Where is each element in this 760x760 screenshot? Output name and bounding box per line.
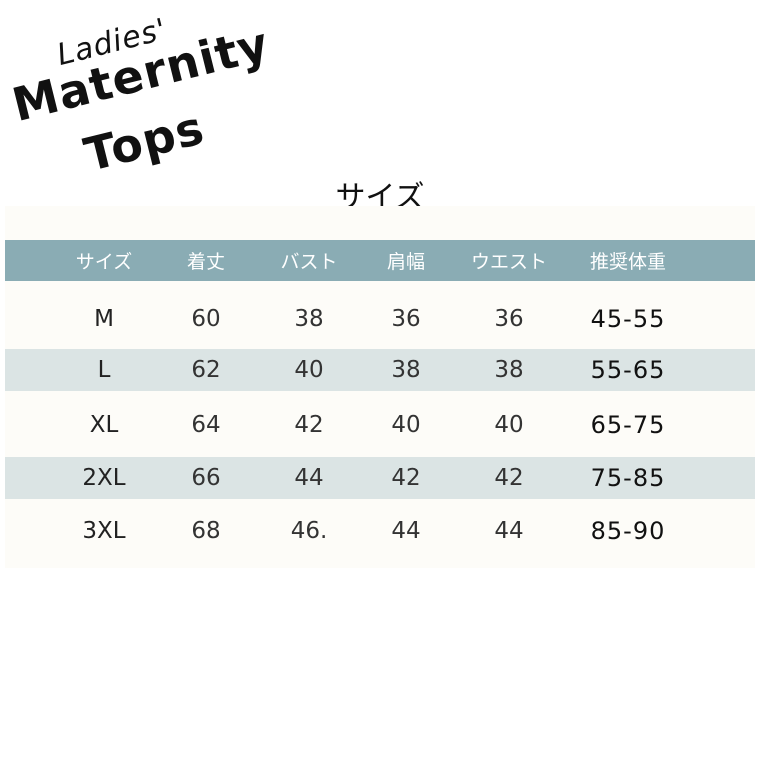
table-header-row: サイズ 着丈 バスト 肩幅 ウエスト 推奨体重 bbox=[5, 240, 755, 281]
table-row: XL 64 42 40 40 65-75 bbox=[5, 398, 755, 451]
header-length: 着丈 bbox=[186, 251, 225, 273]
cell-bust: 46. bbox=[290, 517, 328, 544]
cell-bust: 42 bbox=[294, 411, 324, 438]
header-size: サイズ bbox=[75, 251, 133, 273]
table-row: L 62 40 38 38 55-65 bbox=[5, 349, 755, 391]
size-table: サイズ 着丈 バスト 肩幅 ウエスト 推奨体重 M 60 38 36 36 45… bbox=[5, 206, 755, 568]
header-shoulder: 肩幅 bbox=[386, 251, 425, 273]
cell-waist: 38 bbox=[494, 357, 524, 383]
table-row: M 60 38 36 36 45-55 bbox=[5, 292, 755, 345]
cell-length: 64 bbox=[191, 411, 221, 438]
table-row: 2XL 66 44 42 42 75-85 bbox=[5, 457, 755, 499]
cell-size: 2XL bbox=[82, 465, 126, 491]
cell-waist: 40 bbox=[494, 411, 524, 438]
table-row: 3XL 68 46. 44 44 85-90 bbox=[5, 504, 755, 557]
cell-weight: 75-85 bbox=[590, 464, 666, 492]
cell-waist: 42 bbox=[494, 465, 524, 491]
cell-shoulder: 42 bbox=[391, 465, 421, 491]
logo-tops-text: Tops bbox=[78, 100, 210, 182]
cell-size: M bbox=[94, 305, 114, 332]
cell-length: 60 bbox=[191, 305, 221, 332]
cell-waist: 36 bbox=[494, 305, 524, 332]
cell-size: L bbox=[97, 357, 111, 383]
cell-size: XL bbox=[89, 411, 119, 438]
cell-waist: 44 bbox=[494, 517, 524, 544]
cell-length: 66 bbox=[191, 465, 221, 491]
cell-bust: 38 bbox=[294, 305, 324, 332]
cell-bust: 44 bbox=[294, 465, 324, 491]
brand-logo: Ladies' Maternity Tops bbox=[0, 0, 300, 200]
cell-weight: 55-65 bbox=[590, 356, 666, 384]
cell-shoulder: 44 bbox=[391, 517, 421, 544]
cell-length: 68 bbox=[191, 517, 221, 544]
cell-shoulder: 40 bbox=[391, 411, 421, 438]
header-waist: ウエスト bbox=[470, 251, 547, 273]
cell-bust: 40 bbox=[294, 357, 324, 383]
cell-size: 3XL bbox=[82, 517, 126, 544]
header-weight: 推奨体重 bbox=[589, 251, 666, 273]
cell-weight: 65-75 bbox=[590, 410, 666, 439]
header-bust: バスト bbox=[280, 251, 338, 273]
cell-length: 62 bbox=[191, 357, 221, 383]
cell-weight: 45-55 bbox=[590, 304, 666, 333]
cell-weight: 85-90 bbox=[590, 516, 666, 545]
cell-shoulder: 36 bbox=[391, 305, 421, 332]
cell-shoulder: 38 bbox=[391, 357, 421, 383]
